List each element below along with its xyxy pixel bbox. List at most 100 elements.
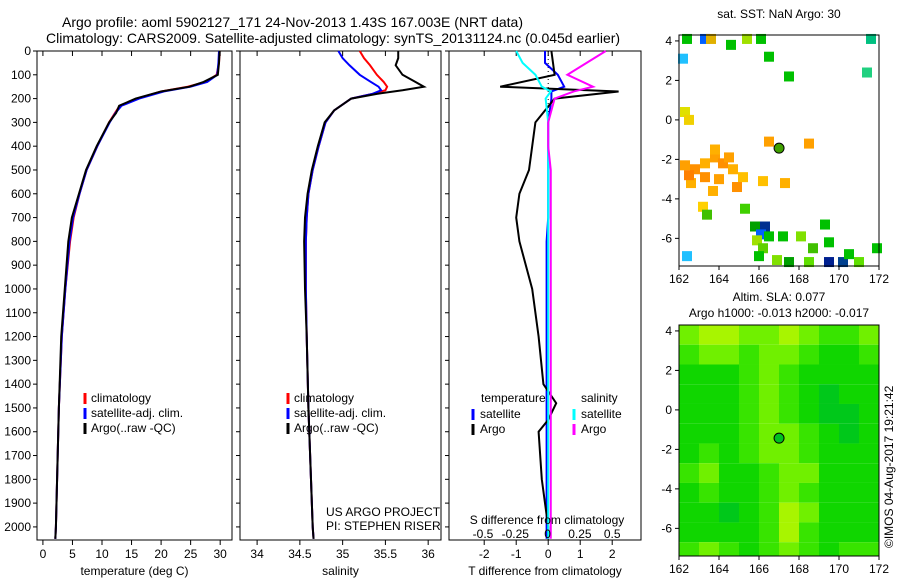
sla-cell — [779, 325, 799, 345]
sst-cell — [862, 67, 872, 78]
sst-cell — [700, 33, 710, 44]
x-tick-label: 170 — [829, 272, 849, 286]
sla-cell — [859, 443, 879, 464]
y-tick-label: 1100 — [5, 306, 31, 320]
sla-cell — [859, 423, 879, 444]
sst-cell — [778, 231, 788, 242]
legend-label: satellite — [480, 407, 521, 421]
axes-box — [36, 50, 233, 541]
y-tick-label: 400 — [11, 139, 31, 153]
sla-cell — [839, 522, 859, 543]
sst-cell — [754, 251, 764, 262]
y-tick-label: 1300 — [4, 353, 31, 367]
sla-cell — [739, 443, 759, 464]
sst-cell — [690, 164, 700, 175]
x-tick-label: 35 — [336, 547, 350, 561]
y-tick-label: 800 — [11, 234, 31, 248]
map-title: sat. SST: NaN Argo: 30 — [717, 7, 841, 21]
y-tick-label: 4 — [665, 324, 672, 338]
axes-box — [678, 324, 880, 557]
sst-cell — [808, 243, 818, 254]
x-tick-label: 166 — [749, 272, 769, 286]
sla-cell — [799, 364, 819, 385]
sla-cell — [719, 325, 739, 345]
sla-cell — [859, 482, 879, 503]
sst-cell — [732, 182, 742, 193]
sla-cell — [739, 325, 759, 345]
sla-cell — [759, 364, 779, 385]
sst-cell — [804, 138, 814, 149]
sla-cell — [719, 463, 739, 483]
map-subtitle: Argo h1000: -0.013 h2000: -0.017 — [689, 306, 869, 320]
sla-cell — [859, 403, 879, 424]
sla-cell — [699, 384, 719, 404]
y-tick-label: 1900 — [4, 496, 31, 510]
sst-cell — [718, 158, 728, 169]
sla-cell — [799, 522, 819, 543]
sst-cell — [758, 176, 768, 187]
panel-difference: -2 -1 0 1 2 T difference from climatology temp… — [445, 50, 642, 578]
sla-cell — [839, 344, 859, 365]
series-line-satellite-adj-clim- — [304, 50, 383, 539]
sla-cell — [759, 344, 779, 365]
sst-cell — [824, 257, 834, 268]
series-line-s-argo — [547, 50, 607, 539]
y-tick-label: 4 — [665, 34, 672, 48]
title-line-2: Climatology: CARS2009. Satellite-adjuste… — [46, 30, 621, 46]
sla-cell — [739, 502, 759, 523]
sst-cell — [872, 243, 882, 254]
sst-cell — [678, 53, 688, 64]
sla-cell — [819, 522, 839, 543]
sla-cell — [819, 403, 839, 424]
y-tick-label: -6 — [661, 231, 672, 245]
y-tick-label: 2000 — [4, 520, 31, 534]
series-line-t-argo — [499, 50, 619, 539]
series-line-s-satellite — [515, 50, 553, 539]
x-tick-label: 15 — [125, 547, 139, 561]
sla-cell — [819, 423, 839, 444]
sst-cell — [764, 136, 774, 147]
sst-cell — [724, 152, 734, 163]
sla-cell — [779, 364, 799, 385]
sla-cell — [679, 463, 699, 483]
sst-cell — [700, 158, 710, 169]
x-tick-label: 5 — [69, 547, 76, 561]
sla-cell — [819, 384, 839, 404]
x2-tick-label: 0.5 — [604, 527, 621, 541]
sst-cell — [844, 249, 854, 260]
sla-cell — [719, 364, 739, 385]
y-tick-label: 200 — [11, 92, 31, 106]
credit-text: ©IMOS 04-Aug-2017 19:21:42 — [882, 385, 896, 548]
series-line-argo-raw-qc- — [54, 50, 221, 539]
sst-cell — [706, 33, 716, 44]
sla-cell — [799, 423, 819, 444]
sst-cell — [714, 174, 724, 185]
sla-cell — [759, 443, 779, 464]
y-tick-label: -6 — [661, 521, 672, 535]
y-tick-label: -4 — [661, 482, 672, 496]
x-tick-label: 164 — [709, 562, 729, 576]
sla-cell — [839, 443, 859, 464]
x-tick-label: 0 — [545, 547, 552, 561]
y-tick-label: 600 — [11, 187, 31, 201]
sst-cell — [758, 243, 768, 254]
sst-cell — [680, 160, 690, 171]
sst-cell — [702, 209, 712, 220]
y-tick-label: 2 — [665, 363, 672, 377]
sla-cell — [779, 384, 799, 404]
project-annotation: US ARGO PROJECT — [326, 505, 441, 519]
y-tick-label: 900 — [11, 258, 31, 272]
x-axis-label: salinity — [322, 564, 359, 578]
sla-cell — [819, 325, 839, 345]
sla-cell — [859, 364, 879, 385]
sst-cell — [700, 172, 710, 183]
x2-tick-label: 0.25 — [568, 527, 592, 541]
sla-cell — [839, 463, 859, 483]
x2-tick-label: 0 — [544, 527, 551, 541]
sla-cell — [759, 482, 779, 503]
x-tick-label: -1 — [511, 547, 522, 561]
sst-cell — [760, 221, 770, 232]
sst-cell — [738, 172, 748, 183]
title-line-1: Argo profile: aoml 5902127_171 24-Nov-20… — [62, 14, 524, 30]
